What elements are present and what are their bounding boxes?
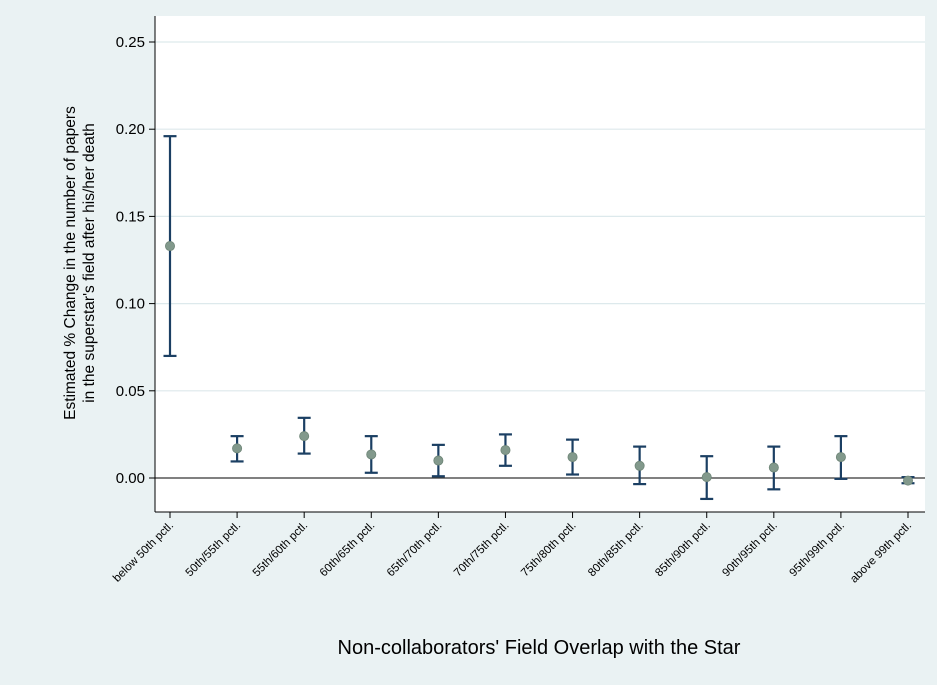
y-ticks: 0.00 0.05 0.10 0.15 0.20 0.25 — [116, 34, 155, 487]
point-estimate-5 — [500, 445, 511, 456]
y-tick-label-2: 0.10 — [116, 296, 145, 313]
y-tick-label-1: 0.05 — [116, 383, 145, 400]
plot-background — [155, 16, 925, 512]
gridlines — [155, 41, 925, 392]
point-estimate-2 — [299, 431, 310, 442]
y-tick-label-0: 0.00 — [116, 470, 145, 487]
point-estimates — [164, 241, 914, 486]
point-estimate-6 — [567, 452, 578, 463]
point-estimate-4 — [433, 455, 444, 466]
y-tick-label-3: 0.15 — [116, 208, 145, 225]
y-tick-label-4: 0.20 — [116, 121, 145, 138]
x-axis-label: Non-collaborators' Field Overlap with th… — [338, 637, 741, 659]
point-estimate-9 — [768, 462, 779, 473]
point-estimate-0 — [164, 241, 175, 252]
y-tick-label-5: 0.25 — [116, 34, 145, 51]
y-axis-label: Estimated % Change in the number of pape… — [62, 106, 98, 420]
point-estimate-1 — [232, 443, 243, 454]
point-estimate-10 — [835, 452, 846, 463]
point-estimate-8 — [701, 472, 712, 483]
point-estimate-11 — [903, 475, 914, 486]
y-axis-label-line-2: in the superstar's field after his/her d… — [81, 123, 98, 403]
y-axis-label-line-1: Estimated % Change in the number of pape… — [62, 106, 79, 420]
point-estimate-3 — [366, 449, 377, 460]
point-estimate-7 — [634, 460, 645, 471]
